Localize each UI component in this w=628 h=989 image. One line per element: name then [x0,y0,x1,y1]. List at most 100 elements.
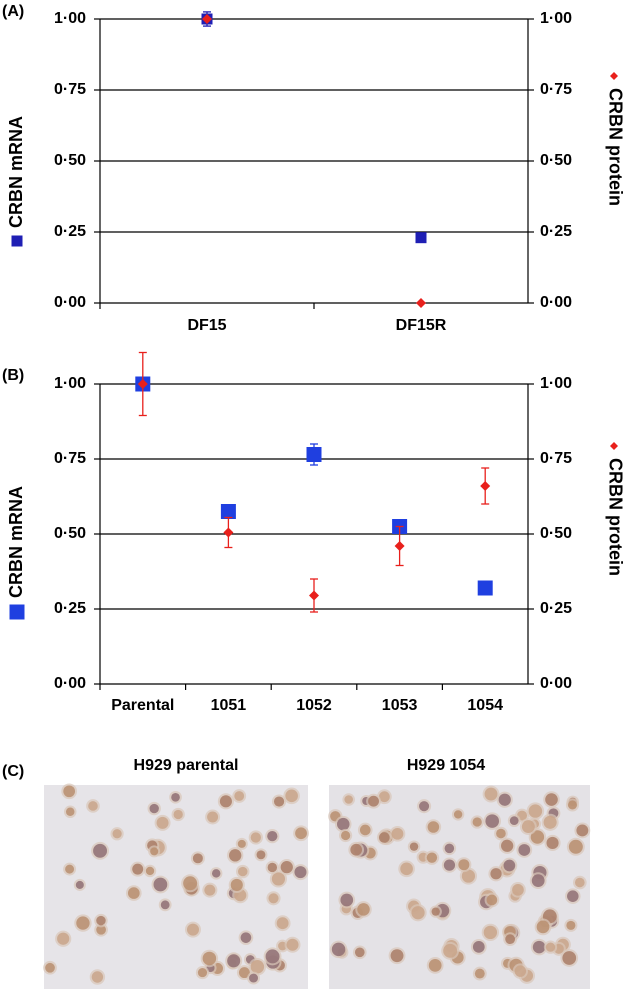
cell-nucleus [426,852,438,863]
cell-nucleus [576,824,589,837]
cell-nucleus [400,862,413,876]
cell-nucleus [173,809,183,820]
cell-nucleus [150,847,159,856]
cell-nucleus [331,942,346,957]
cell-nucleus [267,831,278,842]
cell-nucleus [57,932,70,945]
cell-nucleus [294,866,307,879]
cell-nucleus [509,816,519,826]
cell-nucleus [501,839,514,852]
cell-nucleus [409,842,419,851]
cell-nucleus [344,795,353,804]
y-tick-label: 0·00 [54,675,86,692]
cell-nucleus [202,951,217,966]
cell-nucleus [536,920,550,934]
cell-nucleus [531,874,545,888]
cell-nucleus [505,934,516,945]
cell-nucleus [518,844,531,856]
cell-nucleus [93,843,108,858]
cell-nucleus [96,924,106,935]
cell-nucleus [472,941,485,953]
point [394,541,405,551]
point [477,580,493,596]
cell-nucleus [160,900,170,910]
y-tick-label: 0·75 [54,450,86,467]
x-tick-label: DF15 [187,317,226,334]
y-axis-title: CRBN mRNA [6,486,26,598]
cell-nucleus [543,815,557,829]
image-caption: H929 1054 [407,757,485,774]
cell-nucleus [458,859,470,871]
point [416,298,426,308]
cell-nucleus [357,903,370,916]
cell-nucleus [271,872,286,886]
point [415,232,427,244]
cell-nucleus [127,887,140,899]
cell-nucleus [132,863,144,875]
cell-nucleus [76,916,90,930]
cell-nucleus [65,864,75,874]
cell-nucleus [474,968,485,979]
cell-nucleus [265,949,280,964]
cell-nucleus [273,796,285,807]
cell-nucleus [427,821,440,833]
point [306,447,322,462]
cell-nucleus [285,789,298,803]
cell-nucleus [368,795,379,807]
cell-nucleus [566,920,576,930]
cell-nucleus [96,915,106,926]
cell-nucleus [567,800,578,810]
cell-nucleus [567,890,579,902]
cell-nucleus [419,801,430,812]
cell-nucleus [532,940,546,954]
y2-tick-label: 0·25 [540,600,572,617]
cell-nucleus [485,814,500,828]
cell-nucleus [250,960,265,974]
cell-nucleus [153,877,168,892]
y-tick-label: 0·75 [54,81,86,98]
cell-nucleus [112,829,122,839]
y-tick-label: 1·00 [54,375,86,392]
cell-nucleus [486,894,498,906]
y2-axis-title: CRBN protein [605,88,625,206]
cell-nucleus [461,869,476,883]
cells [43,783,591,985]
cell-nucleus [354,947,365,958]
cell-nucleus [237,839,246,848]
y-tick-label: 0·00 [54,294,86,311]
cell-nucleus [268,893,279,904]
cell-nucleus [514,965,527,977]
cell-nucleus [65,807,75,817]
image-caption: H929 parental [134,757,239,774]
y2-tick-label: 0·75 [540,450,572,467]
cell-nucleus [546,836,559,850]
cell-nucleus [359,824,371,836]
cell-nucleus [411,906,425,920]
cell-nucleus [490,868,502,880]
legend-marker [11,235,23,247]
y-tick-label: 0·50 [54,525,86,542]
panel-label: (B) [2,367,24,384]
cell-nucleus [88,801,98,811]
y2-tick-label: 1·00 [540,10,572,27]
y-tick-label: 0·25 [54,600,86,617]
y-tick-label: 0·50 [54,152,86,169]
panel-label: (A) [2,3,24,20]
cell-nucleus [390,949,404,963]
cell-nucleus [267,862,278,873]
y-axis-title: CRBN mRNA [6,116,26,228]
cell-nucleus [337,817,350,831]
point [137,379,148,389]
cell-nucleus [186,923,199,936]
y2-tick-label: 0·50 [540,525,572,542]
x-tick-label: Parental [111,697,174,714]
cell-nucleus [156,816,169,829]
cell-nucleus [238,866,248,877]
cell-nucleus [238,967,250,979]
panel-label: (C) [2,763,24,780]
cell-nucleus [219,795,232,808]
cell-nucleus [391,827,404,840]
legend-marker [610,72,618,80]
legend-marker [9,604,25,620]
